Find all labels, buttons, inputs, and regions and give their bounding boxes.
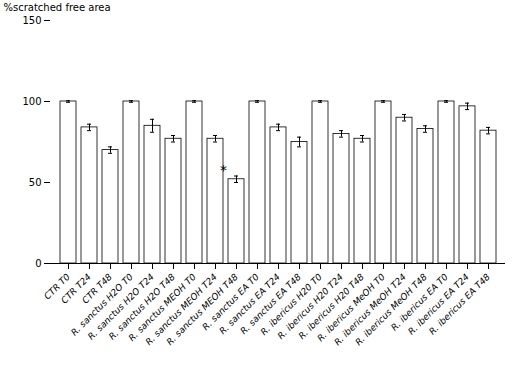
svg-text:R. ibericus EA T0: R. ibericus EA T0 [389, 271, 450, 333]
svg-text:R. sanctus H2O T48: R. sanctus H2O T48 [106, 271, 177, 342]
svg-text:R. sanctus EA T48: R. sanctus EA T48 [238, 271, 303, 337]
svg-text:R. ibericus H20 T48: R. ibericus H20 T48 [296, 271, 366, 342]
svg-text:%scratched free area: %scratched free area [4, 2, 111, 13]
svg-text:150: 150 [22, 15, 41, 26]
svg-text:R. ibericus MeOH T0: R. ibericus MeOH T0 [315, 271, 387, 344]
svg-text:R. ibericus MeOH T48: R. ibericus MeOH T48 [353, 271, 429, 348]
svg-text:R. ibericus H20 T0: R. ibericus H20 T0 [258, 271, 324, 338]
svg-text:R. ibericus EA T48: R. ibericus EA T48 [427, 272, 492, 337]
svg-text:R. sanctus H2O T24: R. sanctus H2O T24 [85, 271, 156, 342]
svg-text:R. sanctus H2O T0: R. sanctus H2O T0 [69, 271, 135, 338]
svg-text:CTR T24: CTR T24 [59, 271, 93, 306]
svg-text:R. ibericus EA T24: R. ibericus EA T24 [406, 271, 471, 337]
svg-text:CTR T0: CTR T0 [42, 271, 72, 302]
svg-text:0: 0 [35, 258, 41, 269]
svg-text:100: 100 [22, 96, 41, 107]
svg-text:R. sanctus MEOH T24: R. sanctus MEOH T24 [143, 271, 219, 348]
svg-text:R. sanctus MEOH T48: R. sanctus MEOH T48 [164, 271, 240, 348]
svg-text:R. sanctus EA T24: R. sanctus EA T24 [217, 271, 282, 337]
svg-text:R. sanctus EA T0: R. sanctus EA T0 [200, 271, 261, 333]
svg-text:R. sanctus MEOH T0: R. sanctus MEOH T0 [126, 271, 198, 344]
svg-text:*: * [220, 162, 227, 178]
svg-text:CTR T48: CTR T48 [80, 271, 114, 306]
svg-text:50: 50 [29, 177, 42, 188]
svg-text:R. ibericus H20 T24: R. ibericus H20 T24 [275, 271, 345, 342]
svg-text:R. ibericus MeOH T24: R. ibericus MeOH T24 [332, 271, 408, 348]
